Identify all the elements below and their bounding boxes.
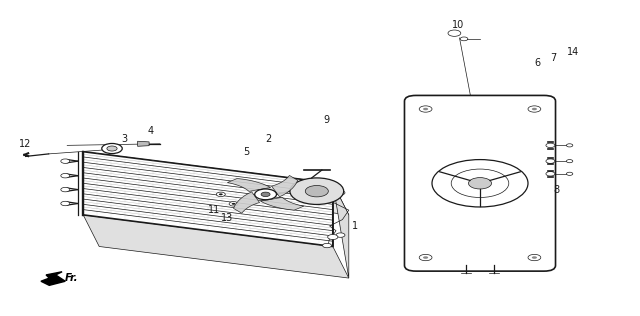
Polygon shape (227, 179, 271, 191)
Text: 14: 14 (566, 47, 579, 57)
Circle shape (566, 172, 573, 175)
Circle shape (229, 202, 238, 206)
Text: 11: 11 (208, 205, 221, 215)
Circle shape (290, 178, 344, 204)
Circle shape (255, 189, 276, 200)
Text: 1: 1 (352, 221, 358, 231)
Text: 9: 9 (323, 115, 330, 125)
Circle shape (532, 108, 537, 110)
Polygon shape (234, 192, 260, 213)
Text: 10: 10 (451, 20, 464, 30)
Circle shape (305, 185, 328, 197)
Circle shape (328, 234, 338, 240)
Text: 8: 8 (554, 185, 560, 195)
Circle shape (419, 254, 432, 261)
Circle shape (61, 159, 70, 163)
Circle shape (232, 203, 236, 205)
Circle shape (323, 243, 332, 248)
Polygon shape (260, 197, 304, 210)
Circle shape (468, 178, 492, 189)
Text: 7: 7 (550, 53, 557, 64)
Circle shape (216, 192, 225, 197)
Polygon shape (138, 141, 149, 146)
Polygon shape (271, 175, 298, 197)
Circle shape (528, 106, 541, 112)
Text: Fr.: Fr. (65, 273, 79, 283)
Circle shape (566, 144, 573, 147)
Polygon shape (333, 183, 349, 278)
Circle shape (102, 143, 122, 154)
Polygon shape (41, 272, 65, 285)
Circle shape (261, 192, 270, 197)
Polygon shape (83, 152, 349, 215)
Circle shape (566, 160, 573, 163)
Circle shape (336, 191, 345, 195)
Polygon shape (83, 215, 349, 278)
Text: 12: 12 (19, 139, 32, 149)
FancyBboxPatch shape (404, 95, 556, 271)
Text: 3: 3 (122, 134, 128, 144)
Circle shape (528, 254, 541, 261)
Circle shape (61, 187, 70, 192)
Circle shape (423, 256, 428, 259)
Text: 5: 5 (243, 147, 250, 157)
Circle shape (107, 146, 117, 151)
Polygon shape (83, 152, 333, 246)
Circle shape (423, 108, 428, 110)
Circle shape (336, 233, 345, 237)
Circle shape (546, 143, 555, 148)
Circle shape (61, 201, 70, 206)
Text: 13: 13 (221, 213, 234, 223)
Circle shape (419, 106, 432, 112)
Circle shape (546, 159, 555, 163)
Circle shape (460, 37, 468, 41)
Text: 6: 6 (534, 58, 541, 68)
Circle shape (61, 173, 70, 178)
Text: 4: 4 (147, 126, 154, 136)
Circle shape (448, 30, 461, 36)
Text: 2: 2 (266, 134, 272, 144)
Circle shape (546, 172, 555, 176)
Circle shape (532, 256, 537, 259)
Circle shape (219, 193, 223, 195)
